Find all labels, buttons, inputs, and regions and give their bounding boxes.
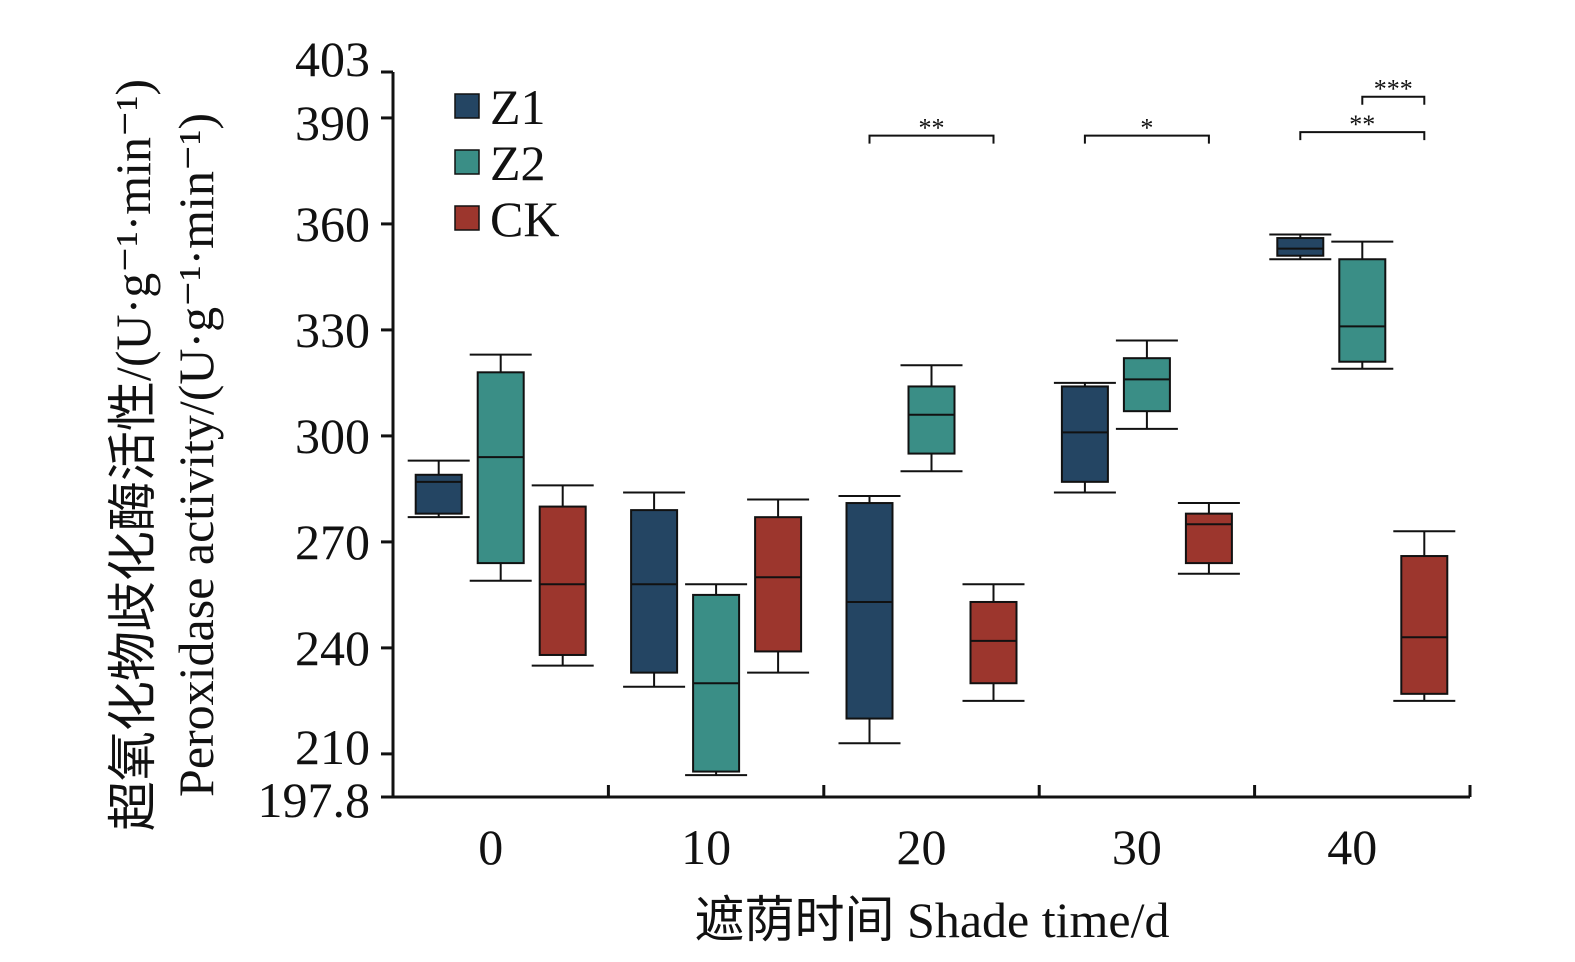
legend-swatch [454,149,480,175]
box-z1-40 [1269,233,1332,261]
x-tick-label: 30 [1112,819,1162,875]
y-tick-label: 240 [295,620,370,676]
significance-label: * [1140,114,1153,143]
box-ck-40 [1393,530,1456,702]
box-body [754,516,803,653]
box-z2-0 [469,353,532,582]
significance-bracket: ** [1299,110,1426,141]
box-ck-30 [1177,502,1240,575]
box-ck-0 [531,484,594,667]
legend-label: CK [490,191,559,247]
legend-swatch [454,93,480,119]
box-z1-20 [838,494,901,745]
significance-bracket: * [1083,114,1210,144]
box-z2-20 [900,364,963,473]
box-body [1338,258,1387,363]
legend-item-ck: CK [454,191,559,247]
box-body [845,502,894,720]
box-body [630,509,679,674]
y-tick-label: 197.8 [258,772,371,828]
bracket-line [1299,131,1426,141]
box-z1-0 [407,459,470,519]
box-z2-40 [1331,240,1394,370]
x-tick-label: 10 [681,819,731,875]
box-body [907,385,956,455]
box-z2-30 [1115,339,1178,430]
significance-label: ** [1349,110,1375,139]
significance-label: ** [919,114,945,143]
box-body [538,505,587,656]
box-ck-10 [747,498,810,674]
y-tick-label: 330 [295,302,370,358]
y-axis-title-cn: 超氧化物歧化酶活性/(U·g⁻¹·min⁻¹) [105,79,161,831]
box-body [1184,512,1233,565]
significance-bracket: ** [868,114,995,144]
x-axis-title: 遮荫时间 Shade time/d [695,892,1170,948]
y-axis-title-en: Peroxidase activity/(U·g⁻¹·min⁻¹) [168,113,224,797]
bracket-line [1361,95,1426,105]
x-tick-label: 20 [897,819,947,875]
box-body [476,371,525,565]
significance-label: *** [1374,75,1413,104]
y-tick-label: 390 [295,95,370,151]
bracket-line [868,134,995,144]
box-ck-20 [962,583,1025,702]
box-body [969,600,1018,685]
box-body [1400,555,1449,695]
legend-label: Z2 [490,135,546,191]
legend-item-z2: Z2 [454,135,546,191]
box-z2-10 [685,583,748,777]
x-tick-label: 0 [478,819,503,875]
significance-brackets: ** * ***** [868,75,1426,144]
x-tick-label: 40 [1327,819,1377,875]
y-tick-label: 360 [295,196,370,252]
bracket-line [1083,134,1210,144]
significance-bracket: *** [1361,75,1426,105]
box-body [1122,357,1171,413]
box-plots [407,233,1456,777]
box-body [1060,385,1109,483]
y-tick-label: 300 [295,408,370,464]
box-body [1276,237,1325,257]
y-tick-label: 403 [295,31,370,87]
legend-swatch [454,205,480,231]
y-tick-label: 210 [295,719,370,775]
box-body [414,473,463,515]
box-z1-10 [623,491,686,688]
y-tick-label: 270 [295,514,370,570]
box-z1-30 [1053,381,1116,494]
legend-label: Z1 [490,79,546,135]
legend-item-z1: Z1 [454,79,546,135]
